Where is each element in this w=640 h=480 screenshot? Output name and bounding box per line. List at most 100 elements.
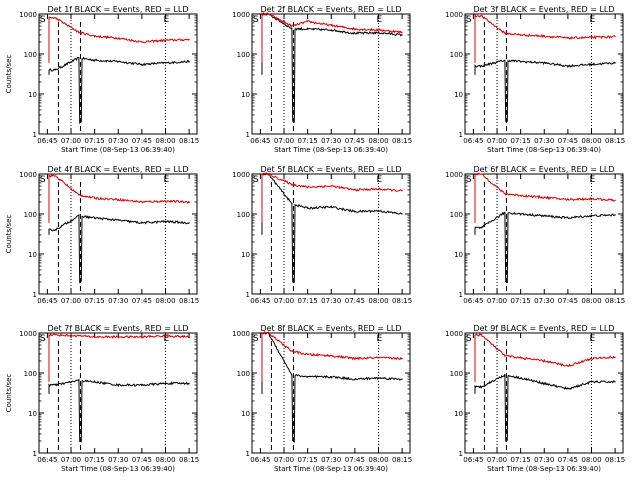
x-tick-label: 08:15 [179,456,199,464]
series-line-lld [48,174,190,223]
marker-label-S: S [40,334,46,344]
data-point-lld [377,357,380,359]
x-tick-label: 07:30 [321,297,341,305]
plot-frame [38,173,198,295]
data-point-events [330,29,332,31]
x-tick-label: 07:00 [61,297,81,305]
data-point-lld [401,190,403,192]
x-tick-label: 08:15 [605,456,625,464]
data-point-events [520,213,522,215]
data-point-events [614,214,616,216]
data-point-lld [567,365,569,367]
panel-title: Det 7f BLACK = Events, RED = LLD [47,324,188,333]
y-tick-label: 10 [454,251,463,259]
data-point-lld [117,198,119,201]
data-point-events [188,222,190,224]
y-axis-label: Counts/sec [5,374,13,413]
data-point-lld [78,31,80,33]
data-point-events [543,215,545,217]
data-point-events [377,377,380,379]
x-tick-label: 07:30 [108,456,128,464]
data-point-lld [401,31,403,33]
data-point-lld [267,332,269,334]
y-tick-label: 1 [246,450,250,458]
data-point-events [504,374,506,376]
data-point-events [78,57,80,59]
data-point-events [543,62,545,64]
panel-title: Det 8f BLACK = Events, RED = LLD [260,324,401,333]
panel-title: Det 6f BLACK = Events, RED = LLD [473,165,614,174]
data-point-lld [590,36,593,39]
data-point-events [164,382,167,384]
y-tick-label: 1 [33,131,37,139]
x-tick-label: 07:30 [108,297,128,305]
panel-title: Det 4f BLACK = Events, RED = LLD [47,165,188,174]
y-tick-label: 100 [24,211,37,219]
data-point-lld [614,36,616,38]
panel-9: Det 9f BLACK = Events, RED = LLD 1 10 100 10… [445,324,625,473]
data-point-events [291,28,293,30]
x-tick-label: 07:00 [274,297,294,305]
x-tick-label: 07:00 [61,137,81,145]
x-tick-label: 06:45 [250,137,270,145]
panel-1: Det 1f BLACK = Events, RED = LLD Counts/s… [5,5,199,154]
y-tick-label: 10 [28,91,37,99]
marker-label-S: S [253,334,259,344]
marker-label-E: E [590,175,596,185]
x-tick-label: 07:45 [558,137,578,145]
data-point-events [480,227,482,229]
marker-label-S: S [253,175,259,185]
data-point-lld [291,25,293,27]
y-tick-label: 1000 [445,171,463,179]
plot-frame [464,332,624,454]
x-tick-label: 06:45 [37,456,57,464]
data-point-events [164,220,167,223]
y-tick-label: 10 [454,91,463,99]
x-tick-label: 07:30 [534,456,554,464]
x-tick-label: 07:45 [558,456,578,464]
x-tick-label: 08:00 [581,456,601,464]
data-point-lld [354,357,356,360]
x-tick-label: 07:00 [274,456,294,464]
plot-frame [38,332,198,454]
x-tick-label: 07:30 [321,456,341,464]
data-point-events [504,211,506,213]
data-point-events [543,382,545,384]
data-point-lld [377,29,380,31]
data-point-lld [567,37,569,39]
y-tick-label: 100 [24,51,37,59]
data-point-lld [54,17,56,19]
x-tick-label: 07:45 [132,137,152,145]
data-point-lld [117,37,119,39]
data-point-events [614,381,616,383]
y-tick-label: 1 [459,131,463,139]
x-tick-label: 06:45 [463,297,483,305]
data-point-lld [188,336,190,338]
data-point-lld [614,199,616,201]
data-point-events [354,378,356,380]
y-tick-label: 1 [459,291,463,299]
data-point-lld [504,355,506,357]
marker-label-S: S [253,15,259,25]
data-point-lld [480,173,482,175]
y-tick-label: 1 [33,291,37,299]
marker-label-E: E [590,334,596,344]
data-point-lld [307,20,309,23]
y-tick-label: 1000 [445,330,463,338]
y-tick-label: 1000 [232,171,250,179]
data-point-lld [141,201,143,203]
x-tick-label: 07:15 [511,297,531,305]
data-point-events [141,222,143,224]
x-tick-label: 08:00 [368,137,388,145]
data-point-events [567,388,569,390]
series-line-events [474,59,616,123]
plot-frame [251,13,411,135]
x-axis-label: Start Time (08-Sep-13 06:39:40) [61,146,175,154]
x-tick-label: 07:30 [534,297,554,305]
y-tick-label: 1000 [232,330,250,338]
data-point-lld [543,35,545,37]
data-point-events [377,210,380,212]
data-point-lld [543,196,545,198]
data-point-lld [567,198,569,201]
data-point-lld [267,13,269,15]
